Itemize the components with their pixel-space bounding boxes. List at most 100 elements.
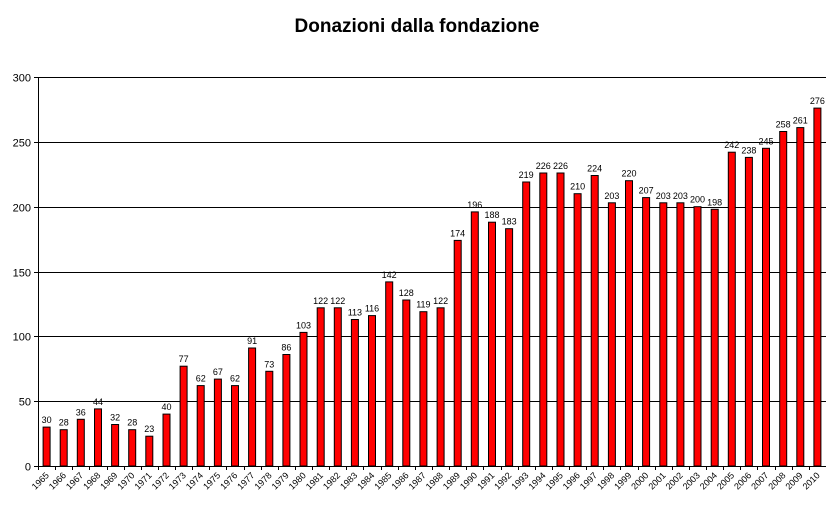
data-label: 32 [110,413,120,423]
x-tick-label: 1975 [201,470,222,491]
x-tick-label: 1990 [458,470,479,491]
data-label: 128 [399,288,414,298]
y-tick-label: 0 [25,462,31,474]
bar-1994 [539,172,548,467]
data-label: 103 [296,320,311,330]
bar-1985 [385,281,394,467]
bar-1972 [162,413,171,467]
y-tick-label: 100 [13,332,31,344]
bar-1978 [265,370,274,467]
x-tick-label: 1966 [47,470,68,491]
data-label: 188 [484,210,499,220]
data-label: 62 [196,374,206,384]
bar-1982 [333,307,342,467]
data-label: 116 [365,304,379,314]
bar-2009 [796,127,805,467]
data-label: 198 [707,197,722,207]
bar-1998 [607,202,616,467]
bar-1989 [453,239,462,467]
data-label: 203 [656,191,671,201]
bar-2010 [813,107,822,467]
data-label: 73 [264,359,274,369]
x-axis-ticks: 1965196619671968196919701971197219731974… [30,466,822,492]
data-label: 62 [230,374,240,384]
y-tick-label: 200 [13,203,31,215]
y-tick-label: 50 [19,397,31,409]
x-tick-label: 1978 [252,470,273,491]
bar-1969 [111,424,120,467]
bars [42,107,822,467]
bar-1967 [76,418,85,467]
x-tick-label: 1989 [441,470,462,491]
data-label: 77 [179,354,189,364]
data-label: 245 [758,136,773,146]
x-tick-label: 1991 [475,470,496,491]
bar-1968 [94,408,102,467]
bar-1986 [402,299,411,467]
x-tick-label: 1970 [115,470,136,491]
bar-1966 [59,429,68,467]
x-tick-label: 2003 [681,470,702,491]
bar-1991 [488,221,496,467]
x-tick-label: 1999 [612,470,633,491]
bar-1984 [368,315,376,467]
x-tick-label: 1980 [287,470,308,491]
bar-2002 [676,202,685,467]
bar-1981 [316,307,325,467]
x-tick-label: 1987 [407,470,428,491]
data-label: 119 [416,300,430,310]
bar-1990 [470,211,479,467]
x-tick-label: 1998 [595,470,616,491]
x-tick-label: 1969 [98,470,119,491]
x-tick-label: 2008 [766,470,787,491]
bar-1973 [179,365,188,467]
y-tick-label: 150 [13,268,31,280]
bar-1974 [196,385,205,467]
data-label: 219 [519,170,534,180]
x-tick-label: 1972 [150,470,171,491]
data-label: 36 [76,407,86,417]
axes [38,77,826,467]
bar-1977 [248,347,257,467]
bar-2001 [659,202,668,467]
data-label: 238 [741,145,756,155]
data-label: 67 [213,367,223,377]
data-label: 183 [502,217,517,227]
bar-1976 [231,385,239,467]
x-tick-label: 2009 [783,470,804,491]
chart-title: Donazioni dalla fondazione [295,16,540,37]
x-tick-label: 2000 [629,470,650,491]
data-label: 203 [604,191,619,201]
data-label: 30 [42,415,52,425]
x-tick-label: 1997 [578,470,599,491]
x-tick-label: 1977 [235,470,256,491]
x-tick-label: 2006 [732,470,753,491]
x-tick-label: 1968 [81,470,102,491]
y-tick-label: 300 [13,73,31,85]
data-label: 258 [776,120,791,130]
data-label: 40 [161,402,171,412]
x-tick-label: 2002 [664,470,685,491]
x-tick-label: 1993 [509,470,530,491]
data-label: 23 [144,424,154,434]
x-tick-label: 1983 [338,470,359,491]
data-label: 276 [810,96,825,106]
x-tick-label: 1988 [424,470,445,491]
data-label: 122 [433,296,448,306]
bar-2006 [744,156,753,467]
x-tick-label: 1996 [561,470,582,491]
x-tick-label: 1995 [544,470,565,491]
x-tick-label: 2001 [646,470,667,491]
bar-1970 [128,429,137,467]
data-label: 226 [536,161,551,171]
data-label: 113 [348,308,362,318]
bar-1992 [505,228,514,467]
data-label: 226 [553,161,568,171]
bar-2000 [642,197,651,467]
bar-2007 [762,147,770,467]
x-tick-label: 2005 [715,470,736,491]
gridlines [38,77,826,402]
y-axis-ticks: 0 50 100 150 200 250 300 [13,73,38,474]
x-tick-label: 1973 [167,470,188,491]
